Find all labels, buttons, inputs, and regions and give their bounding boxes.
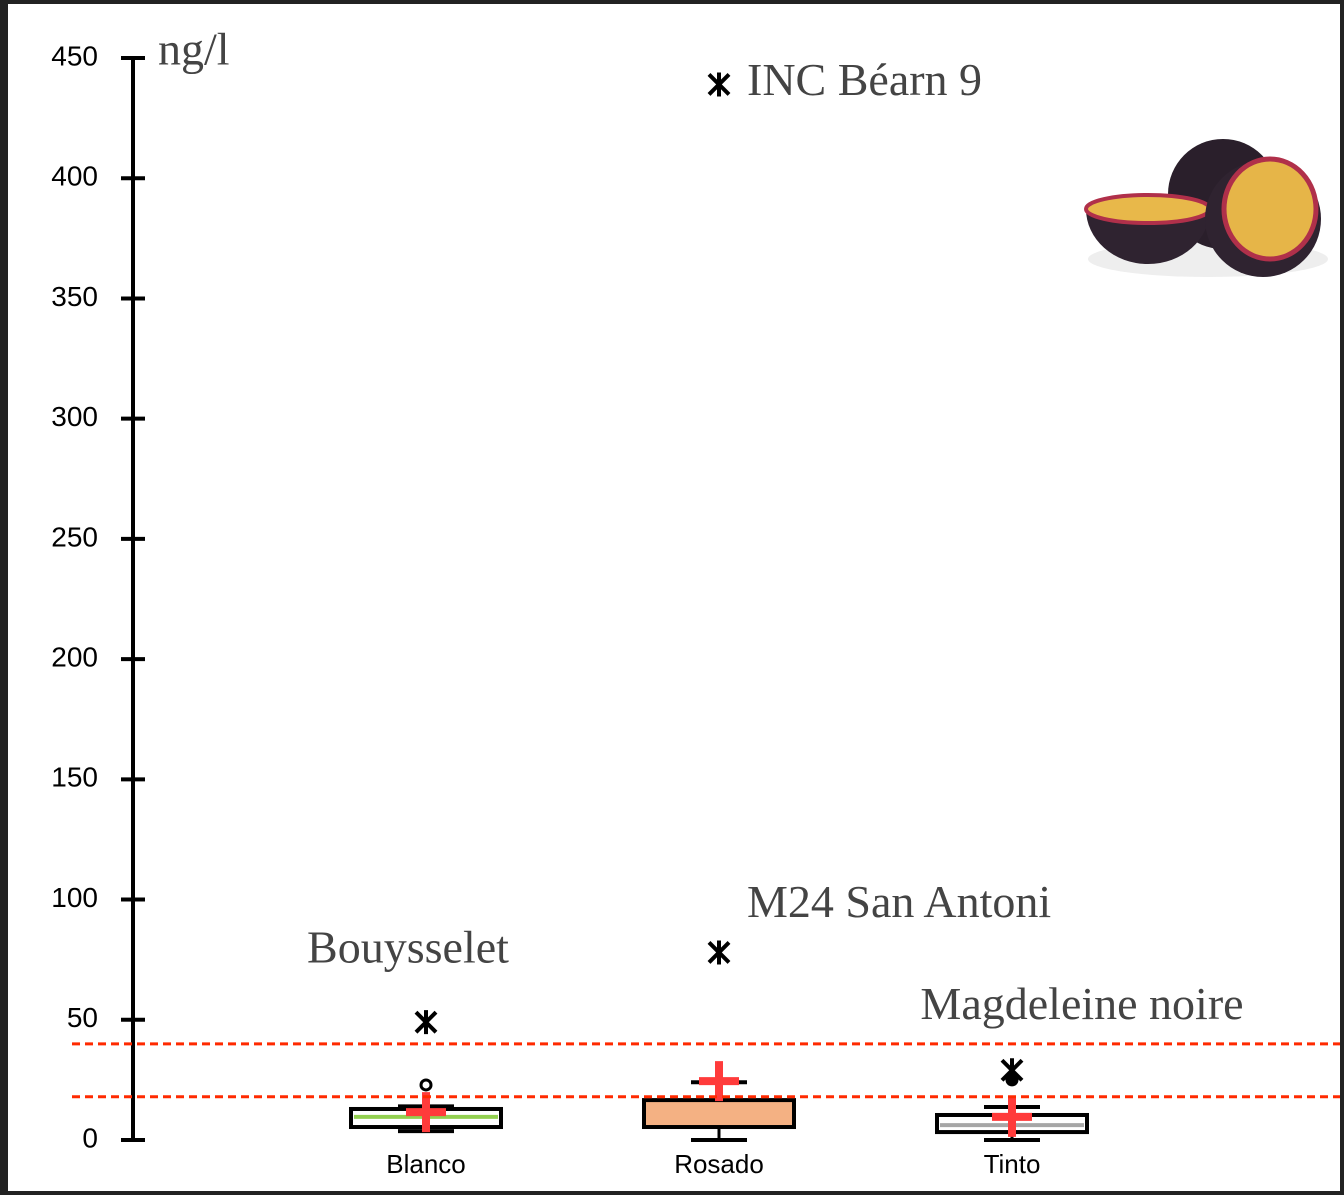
extreme-label: Bouysselet bbox=[307, 922, 509, 973]
chart: ng/l 0 50 100 150 200 250 300 350 400 450 Blanco Ro… bbox=[51, 24, 1340, 1179]
y-tick-label: 400 bbox=[51, 161, 98, 192]
y-tick-label: 300 bbox=[51, 401, 98, 432]
y-tick-label: 150 bbox=[51, 762, 98, 793]
outlier bbox=[419, 1078, 433, 1092]
y-axis-label: ng/l bbox=[158, 24, 230, 75]
y-tick-label: 250 bbox=[51, 521, 98, 552]
y-tick-label: 350 bbox=[51, 281, 98, 312]
x-tick-label: Tinto bbox=[984, 1149, 1041, 1179]
x-tick-label: Blanco bbox=[386, 1149, 466, 1179]
y-tick-label: 450 bbox=[51, 40, 98, 71]
mean-marker bbox=[406, 1092, 446, 1133]
extreme-label: INC Béarn 9 bbox=[747, 54, 982, 105]
y-tick-label: 100 bbox=[51, 882, 98, 913]
passion-fruit-illustration bbox=[1084, 139, 1328, 277]
extreme-marker bbox=[1000, 1058, 1024, 1083]
extreme-marker bbox=[707, 72, 731, 97]
mean-marker bbox=[992, 1096, 1032, 1137]
extreme-marker bbox=[707, 940, 731, 965]
extreme-label: Magdeleine noire bbox=[920, 978, 1243, 1029]
y-tick-label: 200 bbox=[51, 642, 98, 673]
extreme-marker bbox=[414, 1010, 438, 1035]
x-tick-label: Rosado bbox=[674, 1149, 764, 1179]
box bbox=[642, 1098, 796, 1130]
mean-marker bbox=[699, 1061, 739, 1102]
y-tick-label: 0 bbox=[82, 1122, 98, 1153]
y-tick-label: 50 bbox=[67, 1002, 98, 1033]
extreme-label: M24 San Antoni bbox=[747, 876, 1051, 927]
